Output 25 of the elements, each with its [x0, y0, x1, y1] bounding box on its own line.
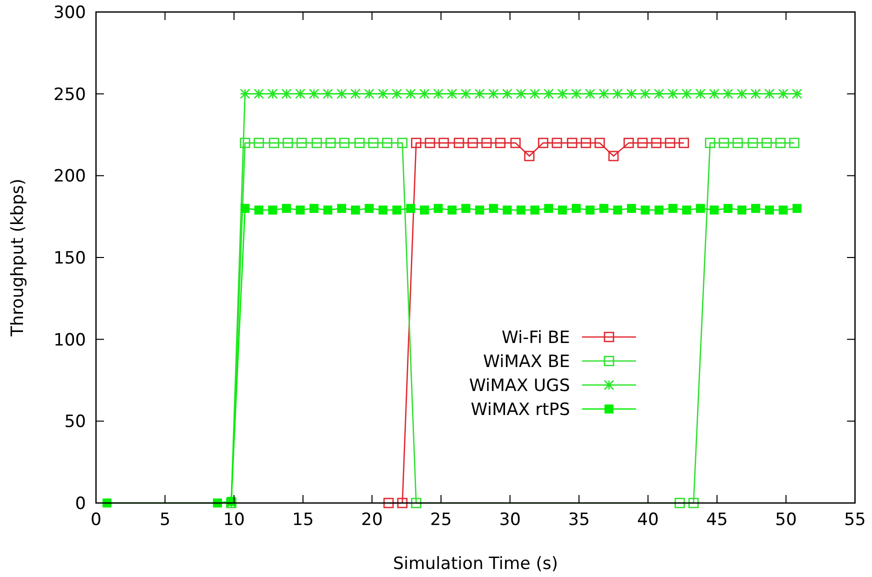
x-tick-label: 5 — [160, 510, 170, 530]
x-tick-label: 20 — [361, 510, 383, 530]
legend-label: WiMAX rtPS — [470, 400, 570, 420]
y-tick-label: 50 — [64, 412, 86, 432]
x-tick-label: 45 — [706, 510, 728, 530]
x-tick-label: 0 — [90, 510, 102, 530]
legend-label: WiMAX UGS — [469, 376, 570, 396]
x-tick-label: 40 — [637, 510, 659, 530]
y-tick-label: 200 — [54, 166, 86, 187]
y-axis-title: Throughput (kbps) — [8, 178, 28, 338]
x-tick-label: 50 — [775, 510, 797, 530]
x-tick-label: 25 — [430, 510, 452, 530]
x-axis-title: Simulation Time (s) — [392, 554, 558, 574]
x-tick-label: 10 — [223, 510, 245, 530]
legend-label: WiMAX BE — [483, 352, 570, 372]
y-tick-label: 0 — [75, 494, 86, 514]
y-tick-label: 150 — [54, 248, 86, 268]
y-tick-label: 100 — [54, 330, 86, 350]
x-tick-label: 55 — [844, 510, 866, 530]
y-tick-label: 250 — [54, 84, 86, 105]
x-tick-label: 35 — [568, 510, 590, 530]
x-tick-label: 15 — [292, 510, 314, 530]
x-tick-label: 30 — [499, 510, 521, 530]
y-tick-label: 300 — [54, 3, 86, 23]
legend-label: Wi-Fi BE — [502, 328, 570, 348]
